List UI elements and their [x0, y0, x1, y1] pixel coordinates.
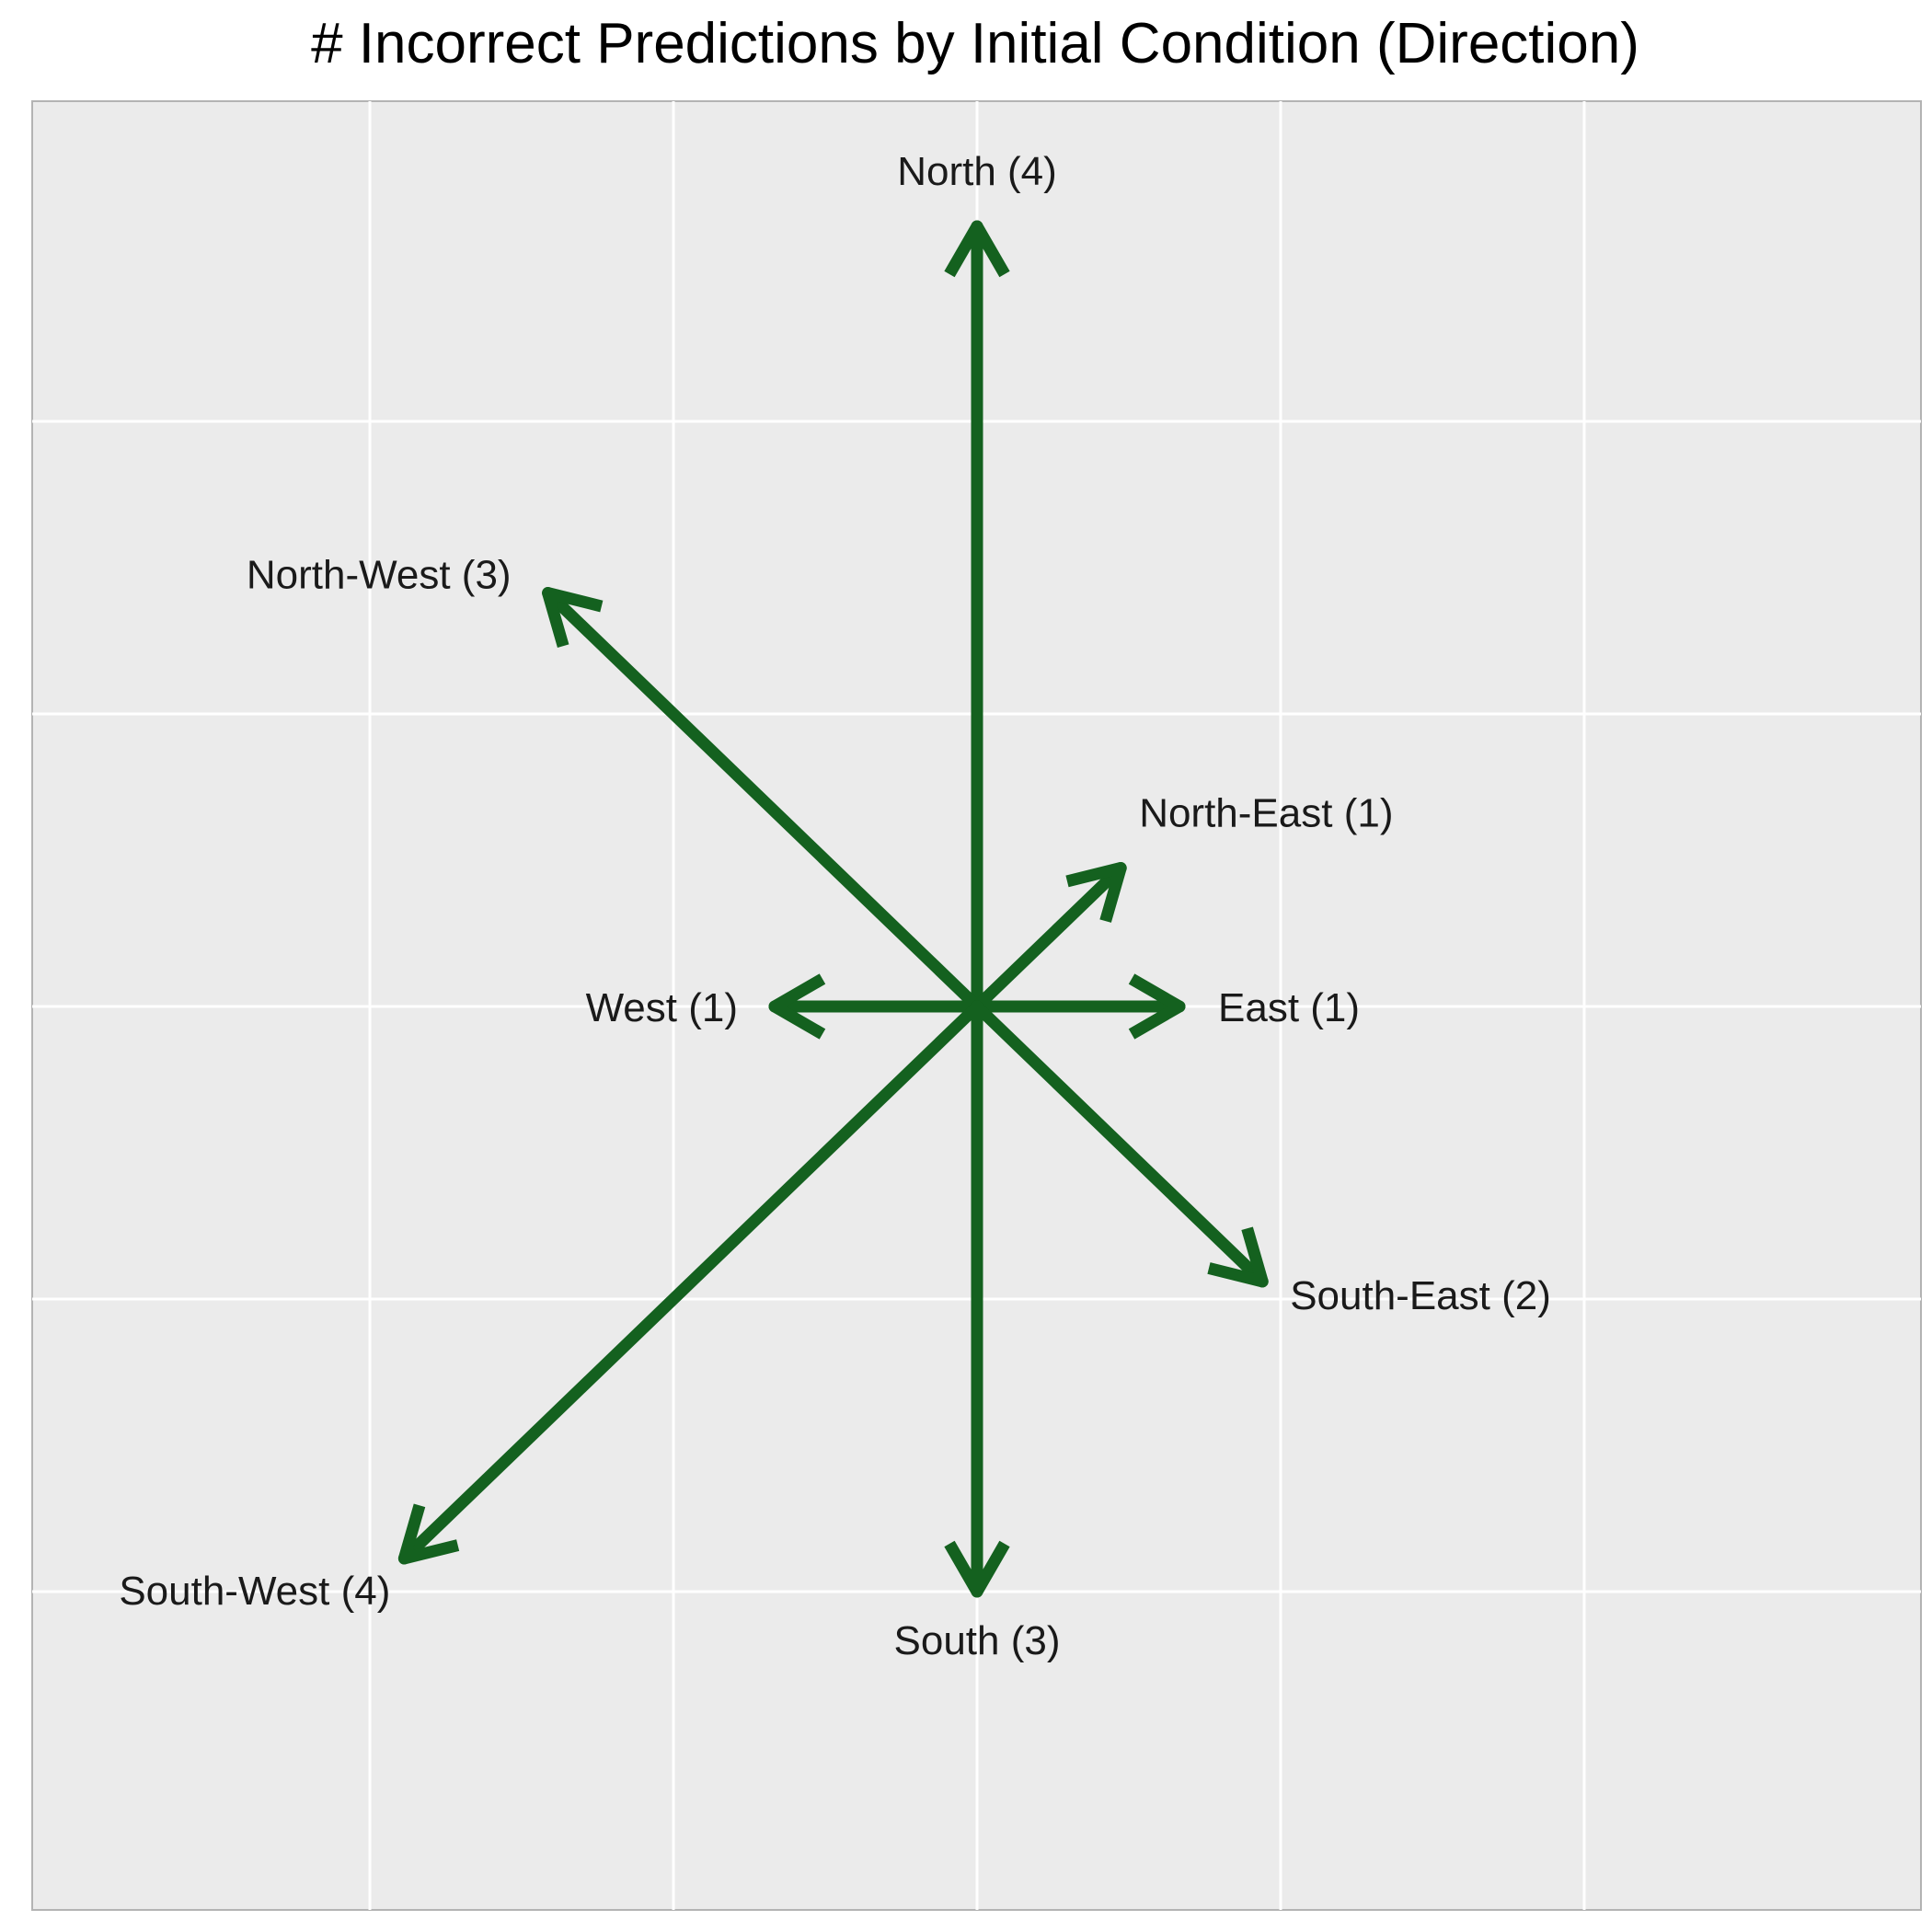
arrow-shaft — [971, 1000, 1269, 1288]
label-south: South (3) — [894, 1618, 1061, 1663]
arrow-head — [768, 973, 826, 1040]
label-west: West (1) — [586, 985, 738, 1030]
arrow-shaft — [971, 861, 1127, 1013]
arrow-head — [1207, 1226, 1269, 1288]
label-north-west: North-West (3) — [247, 553, 512, 598]
arrow-head — [1128, 973, 1186, 1040]
arrow-south-east — [971, 1000, 1269, 1288]
arrow-north-east — [971, 861, 1127, 1013]
arrow-shaft — [542, 587, 983, 1013]
arrow-south — [944, 1000, 1010, 1598]
arrows — [397, 220, 1269, 1598]
arrow-west — [768, 973, 983, 1040]
label-north: North (4) — [897, 149, 1057, 194]
arrow-head — [1065, 861, 1127, 923]
arrow-head — [397, 1503, 460, 1565]
label-east: East (1) — [1218, 985, 1360, 1030]
chart-title: # Incorrect Predictions by Initial Condi… — [311, 12, 1639, 75]
arrow-south-west — [397, 1000, 983, 1565]
arrow-head — [944, 220, 1010, 278]
label-south-west: South-West (4) — [119, 1569, 390, 1614]
arrow-head — [542, 587, 604, 649]
label-north-east: North-East (1) — [1139, 790, 1393, 835]
direction-labels: North (4) North-West (3) North-East (1) Wes… — [119, 149, 1551, 1663]
arrow-shaft — [397, 1000, 983, 1565]
arrow-head — [944, 1540, 1010, 1598]
label-south-east: South-East (2) — [1290, 1273, 1551, 1318]
arrow-east — [971, 973, 1186, 1040]
arrow-north-west — [542, 587, 983, 1013]
arrow-north — [944, 220, 1010, 1013]
